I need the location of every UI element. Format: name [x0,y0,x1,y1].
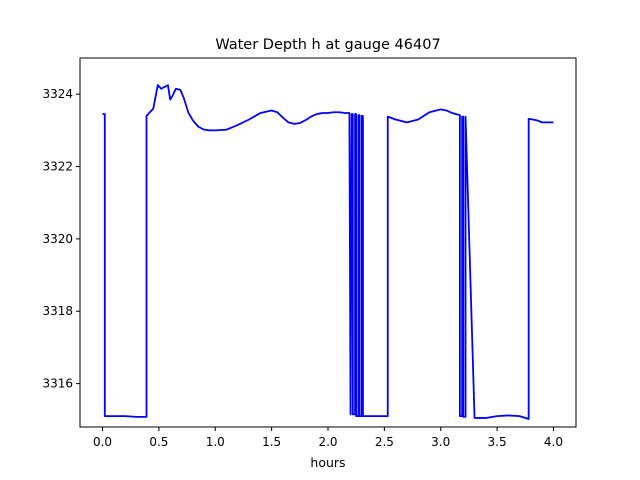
y-tick-label: 3324 [42,87,73,101]
y-axis: 3316 3318 3320 3322 3324 [42,87,80,391]
y-tick-label: 3316 [42,377,73,391]
chart-title: Water Depth h at gauge 46407 [215,37,440,53]
x-tick-label: 2.0 [318,435,337,449]
x-axis-label: hours [310,455,345,470]
y-tick-label: 3318 [42,304,73,318]
series-line-water-depth [102,84,554,420]
x-tick-label: 3.0 [431,435,450,449]
x-tick-label: 1.0 [206,435,225,449]
x-tick-label: 0.5 [149,435,168,449]
x-tick-label: 1.5 [262,435,281,449]
y-tick-label: 3322 [42,160,73,174]
x-tick-label: 4.0 [544,435,563,449]
x-tick-label: 0.0 [93,435,112,449]
x-tick-label: 2.5 [375,435,394,449]
x-tick-label: 3.5 [488,435,507,449]
y-tick-label: 3320 [42,232,73,246]
x-axis: 0.0 0.5 1.0 1.5 2.0 2.5 3.0 3.5 4.0 [93,427,563,449]
